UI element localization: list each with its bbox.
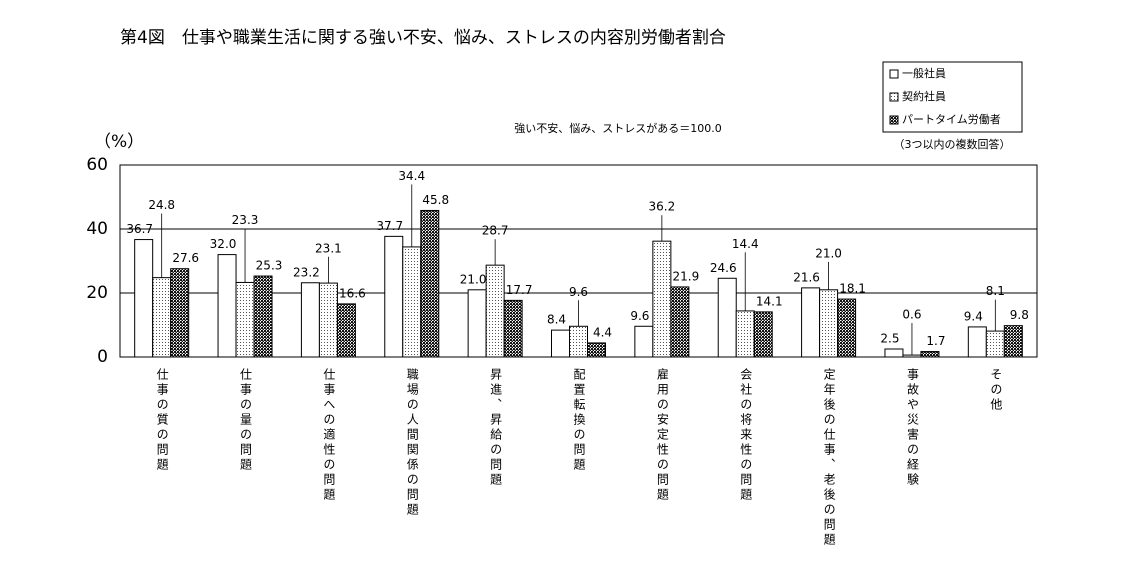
bar: [300, 282, 320, 358]
data-label: 17.7: [506, 283, 533, 297]
data-label: 21.0: [460, 272, 487, 286]
data-label: 37.7: [376, 219, 403, 233]
bar: [217, 254, 237, 358]
y-axis-label: （%）: [94, 132, 144, 152]
data-label: 8.4: [547, 313, 566, 327]
data-label: 36.7: [126, 222, 153, 236]
y-tick-label: 20: [86, 283, 108, 303]
data-label: 14.1: [756, 294, 783, 308]
bar: [134, 239, 154, 358]
data-label: 27.6: [172, 251, 199, 265]
data-label: 9.4: [964, 309, 983, 323]
bar: [717, 277, 737, 358]
data-label: 18.1: [839, 282, 866, 296]
bar: [753, 311, 773, 358]
chart-subtitle: 強い不安、悩み、ストレスがある＝100.0: [514, 121, 722, 135]
data-label: 1.7: [926, 334, 945, 348]
bar: [735, 310, 755, 358]
legend-label: 契約社員: [902, 89, 946, 103]
data-label: 32.0: [210, 237, 237, 251]
bar: [902, 354, 922, 358]
data-label: 23.1: [315, 241, 342, 255]
legend-label: パートタイム労働者: [902, 112, 1001, 126]
data-label: 9.8: [1010, 308, 1029, 322]
bar: [920, 351, 940, 358]
bar: [569, 325, 588, 358]
bar: [819, 289, 839, 358]
bar: [253, 275, 273, 358]
legend-swatch: [889, 115, 899, 125]
data-label: 24.8: [148, 198, 175, 212]
x-tick-label: 職場の人間関係の問題: [405, 368, 419, 518]
chart-title: 第4図 仕事や職業生活に関する強い不安、悩み、ストレスの内容別労働者割合: [120, 28, 726, 48]
legend-swatch: [889, 69, 899, 79]
bar: [884, 348, 904, 358]
data-label: 2.5: [880, 332, 899, 346]
x-tick-label: 仕事の質の問題: [155, 368, 169, 473]
bar: [670, 286, 690, 358]
x-tick-label: 仕事の量の問題: [239, 368, 253, 473]
data-label: 8.1: [986, 284, 1005, 298]
bar: [587, 342, 606, 358]
bar: [652, 240, 672, 358]
data-label: 34.4: [398, 169, 425, 183]
data-label: 9.6: [569, 285, 588, 299]
bar: [152, 277, 172, 358]
bar: [985, 330, 1005, 358]
y-tick-label: 40: [86, 219, 108, 239]
data-label: 9.6: [630, 309, 649, 323]
bar: [837, 298, 857, 358]
y-tick-label: 0: [97, 347, 108, 367]
bar: [1003, 325, 1023, 358]
bar: [384, 235, 404, 358]
x-tick-label: 定年後の仕事、老後の問題: [822, 367, 836, 548]
bar: [634, 325, 654, 358]
x-tick-label: その他: [989, 368, 1003, 413]
bar: [318, 282, 338, 358]
data-label: 23.2: [293, 265, 320, 279]
data-label: 36.2: [649, 200, 676, 214]
data-label: 0.6: [902, 308, 921, 322]
x-tick-label: 会社の将来性の問題: [739, 368, 753, 503]
data-label: 24.6: [710, 261, 737, 275]
bar: [485, 264, 505, 358]
data-label: 21.6: [793, 270, 820, 284]
x-tick-label: 事故や災害の経験: [905, 368, 919, 488]
x-tick-label: 昇進、昇給の問題: [489, 368, 503, 488]
bar: [801, 287, 821, 358]
y-tick-label: 60: [86, 155, 108, 175]
bar: [336, 303, 356, 358]
bar: [235, 281, 255, 358]
data-label: 16.6: [339, 286, 366, 300]
data-label: 21.9: [673, 269, 700, 283]
bar: [503, 299, 523, 358]
note: （3つ以内の複数回答）: [894, 137, 1011, 151]
x-tick-label: 配置転換の問題: [572, 368, 586, 473]
bar: [420, 209, 440, 358]
data-label: 45.8: [422, 193, 449, 207]
bar: [467, 289, 487, 358]
x-tick-label: 雇用の安定性の問題: [655, 367, 669, 503]
data-label: 28.7: [482, 224, 509, 238]
data-label: 14.4: [732, 237, 759, 251]
bar: [967, 326, 987, 358]
legend-box: [882, 61, 1023, 133]
data-label: 23.3: [232, 213, 259, 227]
data-label: 25.3: [256, 259, 283, 273]
bar: [170, 268, 190, 358]
bar: [551, 329, 570, 358]
legend-swatch: [889, 92, 899, 102]
legend-label: 一般社員: [902, 66, 946, 80]
data-label: 4.4: [593, 325, 612, 339]
data-label: 21.0: [815, 246, 842, 260]
bar: [402, 246, 422, 358]
x-tick-label: 仕事への適性の問題: [322, 368, 336, 503]
